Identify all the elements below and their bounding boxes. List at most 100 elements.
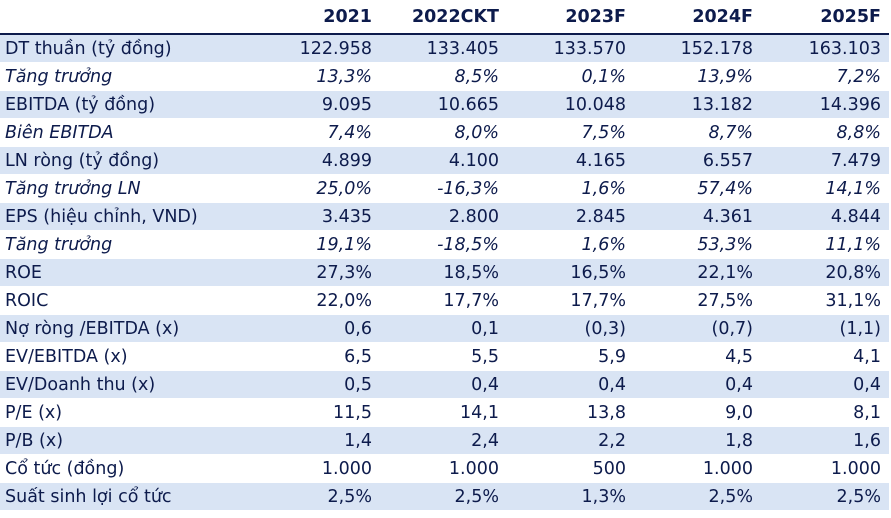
row-value-2021: 3.435 [277,202,380,231]
row-value-2023f: 133.570 [507,34,634,63]
table-row: Nợ ròng /EBITDA (x) 0,6 0,1 (0,3) (0,7) (1,1) [0,314,889,343]
row-value-2025f: 1.000 [761,454,889,483]
header-label-cell [0,0,277,35]
row-value-2023f: 2,2 [507,426,634,455]
row-value-2024f: 152.178 [634,34,761,63]
row-value-2022ckt: 0,1 [380,314,507,343]
row-value-2022ckt: 2,5% [380,482,507,511]
row-value-2024f: 57,4% [634,174,761,203]
row-value-2024f: 0,4 [634,370,761,399]
row-value-2021: 122.958 [277,34,380,63]
row-value-2023f: 0,4 [507,370,634,399]
row-label: Tăng trưởng LN [0,174,277,203]
row-value-2022ckt: 2,4 [380,426,507,455]
row-value-2021: 2,5% [277,482,380,511]
row-label: EPS (hiệu chỉnh, VND) [0,202,277,231]
row-value-2021: 7,4% [277,118,380,147]
row-value-2024f: 9,0 [634,398,761,427]
row-value-2025f: 20,8% [761,258,889,287]
row-value-2021: 22,0% [277,286,380,315]
row-value-2025f: 4,1 [761,342,889,371]
row-value-2022ckt: -16,3% [380,174,507,203]
row-value-2021: 19,1% [277,230,380,259]
row-value-2024f: 2,5% [634,482,761,511]
row-label: EV/EBITDA (x) [0,342,277,371]
table-row: EV/EBITDA (x) 6,5 5,5 5,9 4,5 4,1 [0,342,889,371]
row-value-2024f: 4,5 [634,342,761,371]
row-value-2022ckt: 4.100 [380,146,507,175]
row-value-2024f: 27,5% [634,286,761,315]
row-value-2023f: 16,5% [507,258,634,287]
row-value-2025f: 8,8% [761,118,889,147]
row-value-2024f: 13,9% [634,62,761,91]
header-year-2024f: 2024F [634,0,761,35]
table-row: Tăng trưởng 13,3% 8,5% 0,1% 13,9% 7,2% [0,62,889,91]
row-value-2025f: 0,4 [761,370,889,399]
row-value-2021: 1,4 [277,426,380,455]
row-value-2024f: 22,1% [634,258,761,287]
table-header: 2021 2022CKT 2023F 2024F 2025F [0,0,889,35]
header-row: 2021 2022CKT 2023F 2024F 2025F [0,0,889,35]
row-value-2021: 6,5 [277,342,380,371]
row-value-2023f: (0,3) [507,314,634,343]
row-value-2022ckt: 18,5% [380,258,507,287]
table-row: EPS (hiệu chỉnh, VND) 3.435 2.800 2.845 4.36… [0,202,889,231]
table-row: LN ròng (tỷ đồng) 4.899 4.100 4.165 6.557 7.4… [0,146,889,175]
table-row: P/E (x) 11,5 14,1 13,8 9,0 8,1 [0,398,889,427]
row-value-2025f: 31,1% [761,286,889,315]
row-value-2023f: 7,5% [507,118,634,147]
row-value-2024f: 53,3% [634,230,761,259]
table-row: Biên EBITDA 7,4% 8,0% 7,5% 8,7% 8,8% [0,118,889,147]
row-value-2022ckt: -18,5% [380,230,507,259]
header-year-2023f: 2023F [507,0,634,35]
row-label: Tăng trưởng [0,62,277,91]
table-row: ROE 27,3% 18,5% 16,5% 22,1% 20,8% [0,258,889,287]
row-value-2022ckt: 8,0% [380,118,507,147]
row-value-2025f: 1,6 [761,426,889,455]
row-value-2025f: 4.844 [761,202,889,231]
table-row: Suất sinh lợi cổ tức 2,5% 2,5% 1,3% 2,5% 2,5% [0,482,889,511]
row-value-2021: 13,3% [277,62,380,91]
row-value-2025f: 14.396 [761,90,889,119]
row-value-2025f: 8,1 [761,398,889,427]
row-value-2024f: 1.000 [634,454,761,483]
row-label: Tăng trưởng [0,230,277,259]
row-value-2021: 0,6 [277,314,380,343]
row-value-2025f: 2,5% [761,482,889,511]
row-value-2022ckt: 5,5 [380,342,507,371]
table-body: DT thuần (tỷ đồng) 122.958 133.405 133.570 1… [0,34,889,511]
row-value-2021: 9.095 [277,90,380,119]
row-value-2022ckt: 1.000 [380,454,507,483]
row-value-2025f: (1,1) [761,314,889,343]
header-year-2025f: 2025F [761,0,889,35]
table-row: Tăng trưởng LN 25,0% -16,3% 1,6% 57,4% 14,1% [0,174,889,203]
row-label: P/E (x) [0,398,277,427]
row-value-2023f: 1,3% [507,482,634,511]
row-value-2023f: 4.165 [507,146,634,175]
row-value-2021: 4.899 [277,146,380,175]
table-row: DT thuần (tỷ đồng) 122.958 133.405 133.570 1… [0,34,889,63]
row-label: EBITDA (tỷ đồng) [0,90,277,119]
row-value-2021: 0,5 [277,370,380,399]
row-value-2021: 25,0% [277,174,380,203]
row-value-2025f: 7.479 [761,146,889,175]
header-year-2021: 2021 [277,0,380,35]
table-row: ROIC 22,0% 17,7% 17,7% 27,5% 31,1% [0,286,889,315]
row-value-2024f: (0,7) [634,314,761,343]
row-value-2023f: 1,6% [507,174,634,203]
row-value-2024f: 6.557 [634,146,761,175]
row-label: ROE [0,258,277,287]
row-label: P/B (x) [0,426,277,455]
row-value-2023f: 5,9 [507,342,634,371]
row-value-2022ckt: 2.800 [380,202,507,231]
row-value-2023f: 17,7% [507,286,634,315]
table-row: EV/Doanh thu (x) 0,5 0,4 0,4 0,4 0,4 [0,370,889,399]
table-row: P/B (x) 1,4 2,4 2,2 1,8 1,6 [0,426,889,455]
row-value-2025f: 11,1% [761,230,889,259]
row-value-2023f: 13,8 [507,398,634,427]
row-value-2024f: 8,7% [634,118,761,147]
row-value-2025f: 163.103 [761,34,889,63]
header-year-2022ckt: 2022CKT [380,0,507,35]
row-value-2023f: 2.845 [507,202,634,231]
